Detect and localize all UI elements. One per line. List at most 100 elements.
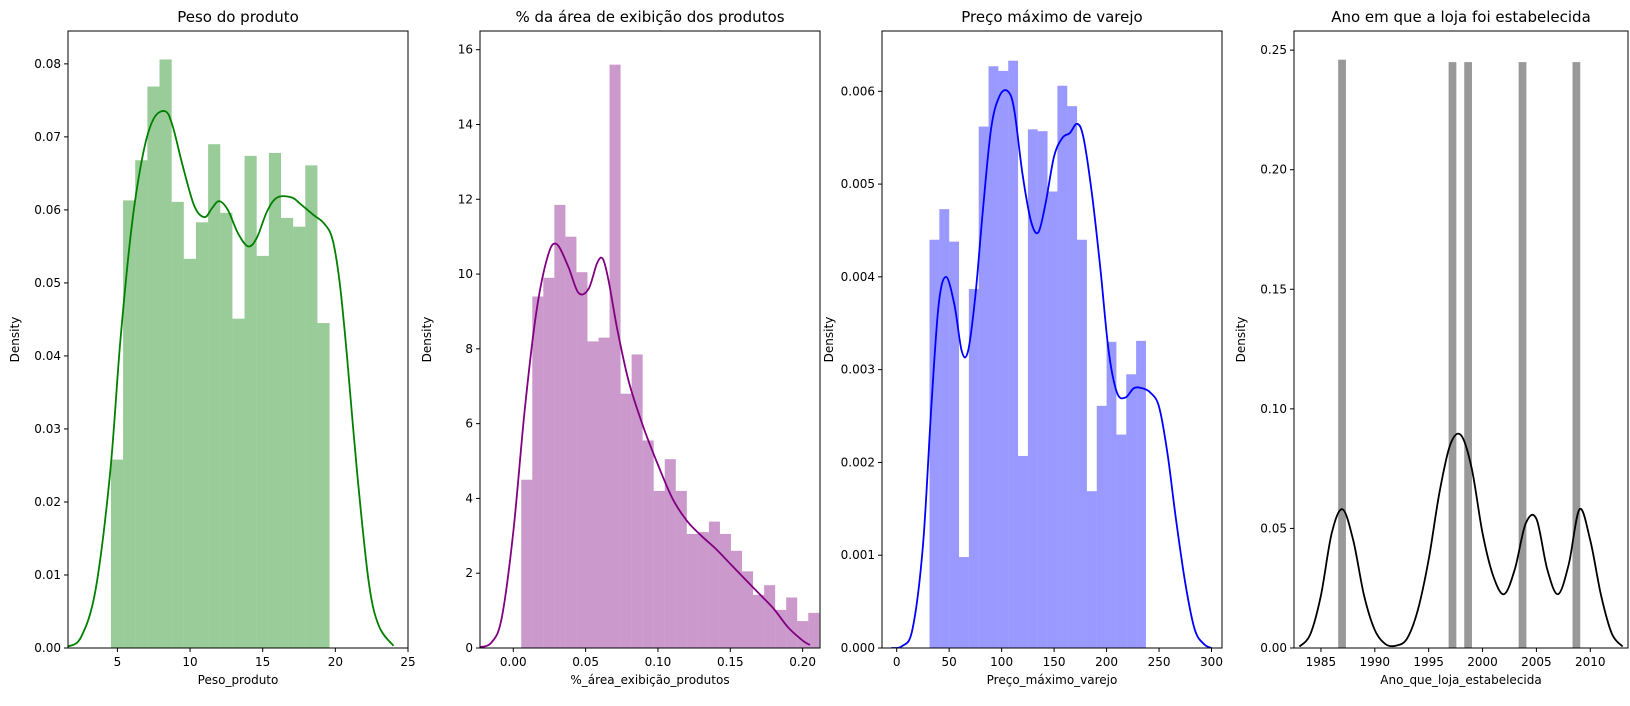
chart-panel-4: 1985 1990 1995 2000 2005 2010 0.00 0.05 0.10 0.15… xyxy=(1234,8,1629,687)
y-tick-label: 0.01 xyxy=(34,568,61,582)
y-tick-label: 8 xyxy=(465,342,473,356)
x-tick-label: 2000 xyxy=(1467,655,1498,669)
y-tick-label: 0 xyxy=(465,641,473,655)
x-tick-label: 0.20 xyxy=(789,655,816,669)
histogram-bar xyxy=(159,59,172,648)
x-tick-label: 0 xyxy=(893,655,901,669)
histogram-bar xyxy=(929,239,940,648)
y-tick-label: 0.002 xyxy=(841,455,875,469)
x-axis-label: %_área_exibição_produtos xyxy=(570,673,729,687)
plot-area xyxy=(1298,59,1624,648)
histogram-bar xyxy=(195,222,209,648)
histogram-bar xyxy=(565,236,577,648)
axes-frame xyxy=(1293,30,1629,649)
x-tick-label: 20 xyxy=(328,655,343,669)
histogram-bar xyxy=(730,550,743,648)
y-axis-label: Density xyxy=(822,317,836,363)
x-tick-label: 10 xyxy=(182,655,197,669)
histogram-bar xyxy=(775,609,787,648)
histogram-bar xyxy=(1448,62,1457,648)
y-tick-label: 0.08 xyxy=(34,57,61,71)
histogram-bar xyxy=(949,241,960,648)
histogram-bar xyxy=(697,532,709,648)
histogram-bar xyxy=(1338,59,1346,648)
y-tick-label: 0.003 xyxy=(841,363,875,377)
y-tick-label: 0.04 xyxy=(34,349,61,363)
histogram-bar xyxy=(1096,405,1107,648)
y-tick-label: 0.02 xyxy=(34,495,61,509)
histogram-bar xyxy=(642,440,654,648)
histogram-bar xyxy=(609,64,621,648)
chart-title: Preço máximo de varejo xyxy=(961,8,1142,26)
histogram-bar xyxy=(220,212,233,648)
x-tick-label: 0.00 xyxy=(500,655,527,669)
histogram-bar xyxy=(1086,491,1097,648)
histogram-bar xyxy=(208,144,221,648)
histogram-bar xyxy=(1018,455,1028,648)
y-axis-label: Density xyxy=(8,317,22,363)
y-tick-label: 0.00 xyxy=(1260,641,1287,655)
histogram-bar xyxy=(978,126,989,648)
histogram-bar xyxy=(1027,129,1038,648)
histogram-bar xyxy=(939,209,950,648)
histogram-bar xyxy=(147,86,160,648)
kde-line xyxy=(68,110,395,648)
plot-area xyxy=(891,60,1212,648)
histogram-bar xyxy=(786,597,798,648)
histogram-bar xyxy=(587,341,599,648)
histogram-bar xyxy=(268,152,281,648)
histogram-bar xyxy=(532,296,544,648)
histogram-bar xyxy=(1106,341,1117,648)
x-tick-label: 1990 xyxy=(1360,655,1391,669)
x-tick-label: 15 xyxy=(255,655,270,669)
y-tick-label: 0.15 xyxy=(1260,282,1287,296)
y-tick-label: 0.05 xyxy=(34,276,61,290)
x-tick-label: 2005 xyxy=(1521,655,1552,669)
kde-line xyxy=(480,242,811,648)
y-tick-label: 0.006 xyxy=(841,84,875,98)
x-tick-label: 100 xyxy=(990,655,1013,669)
histogram-bar xyxy=(305,165,318,648)
histogram-bar xyxy=(317,323,330,648)
chart-panel-2: 0.00 0.05 0.10 0.15 0.20 0 2 4 6 8 10 12 14 16 % da ár… xyxy=(420,8,821,687)
x-tick-label: 1985 xyxy=(1306,655,1337,669)
y-tick-label: 0.004 xyxy=(841,270,875,284)
y-tick-label: 4 xyxy=(465,491,473,505)
histogram-bar xyxy=(183,258,196,648)
histogram-bar xyxy=(232,318,245,648)
histogram-bar xyxy=(1572,62,1581,648)
histogram-bar xyxy=(1067,106,1078,648)
x-tick-label: 1995 xyxy=(1413,655,1444,669)
histogram-bar xyxy=(521,479,533,648)
y-tick-label: 0.07 xyxy=(34,130,61,144)
y-tick-label: 14 xyxy=(458,117,473,131)
y-tick-label: 0.05 xyxy=(1260,521,1287,535)
x-tick-label: 25 xyxy=(400,655,415,669)
x-tick-label: 5 xyxy=(114,655,122,669)
histogram-bar xyxy=(664,459,676,648)
x-tick-label: 150 xyxy=(1043,655,1066,669)
plot-area xyxy=(68,59,395,648)
histogram-bar xyxy=(653,490,665,648)
kde-line xyxy=(1298,432,1624,648)
axes-frame xyxy=(67,30,409,649)
histogram-bar xyxy=(123,200,136,648)
kde-line xyxy=(891,89,1212,648)
histogram-bar xyxy=(554,204,566,648)
histogram-bar xyxy=(675,490,687,648)
histogram-bar xyxy=(620,393,632,648)
y-axis-label: Density xyxy=(420,317,434,363)
y-axis-label: Density xyxy=(1234,317,1248,363)
x-tick-label: 0.05 xyxy=(572,655,599,669)
y-tick-label: 0.000 xyxy=(841,641,875,655)
histogram-bar xyxy=(1464,62,1472,648)
plot-area xyxy=(480,64,820,648)
axes-frame xyxy=(881,30,1223,649)
histogram-bar xyxy=(719,533,731,648)
chart-title: Peso do produto xyxy=(177,8,299,26)
histogram-bar xyxy=(708,521,720,648)
axes-frame xyxy=(479,30,821,649)
x-axis-label: Ano_que_loja_estabelecida xyxy=(1380,673,1541,687)
histogram-bar xyxy=(742,571,754,648)
